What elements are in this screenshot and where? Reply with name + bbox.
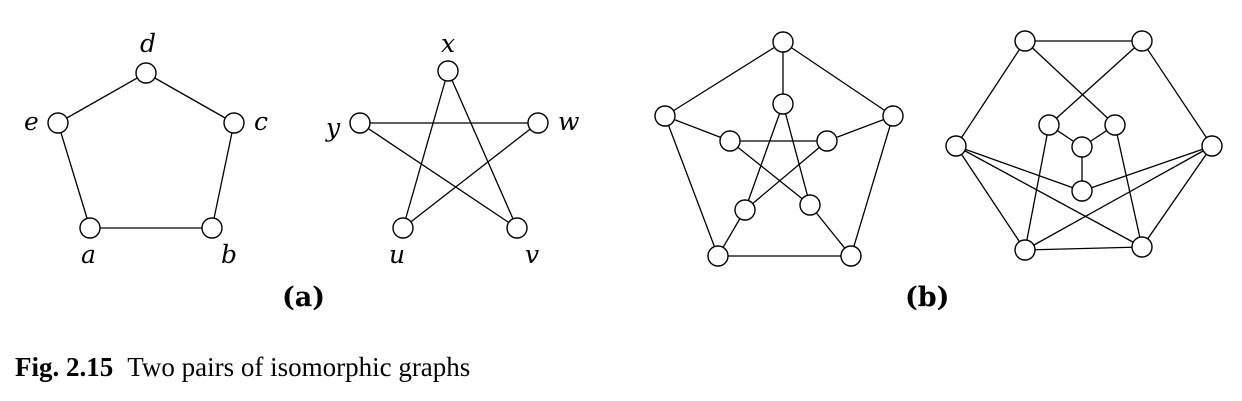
vertex	[719, 130, 741, 152]
vertex-label-v: v	[525, 240, 539, 269]
vertex-label-y: y	[325, 113, 341, 142]
edge-e-a	[57, 122, 91, 229]
vertex	[1131, 236, 1153, 258]
vertex	[734, 199, 756, 221]
edge	[850, 115, 894, 257]
edge-x-u	[402, 70, 449, 229]
vertex-a	[79, 217, 101, 239]
vertex-label-b: b	[221, 240, 237, 269]
vertex	[816, 130, 838, 152]
subfigure-label-a: (a)	[282, 282, 325, 313]
pentagram-graph: u v w x y	[325, 29, 579, 269]
caption-text: Two pairs of isomorphic graphs	[127, 352, 471, 382]
edge	[955, 145, 1026, 251]
edge	[1048, 40, 1143, 126]
edge	[1024, 40, 1116, 126]
edge	[1114, 124, 1143, 248]
edge	[1024, 145, 1213, 251]
vertex-d	[135, 62, 157, 84]
edge-x-v	[447, 70, 518, 229]
edge	[1141, 40, 1213, 147]
vertex-label-d: d	[140, 29, 156, 58]
vertex-label-e: e	[24, 107, 39, 136]
vertex-x	[437, 60, 459, 82]
vertex	[772, 93, 794, 115]
vertex-label-w: w	[558, 107, 579, 136]
edge	[1024, 246, 1143, 251]
figure-caption: Fig. 2.15 Two pairs of isomorphic graphs	[15, 352, 470, 383]
vertex	[654, 105, 676, 127]
edge	[1081, 145, 1213, 192]
vertex	[799, 194, 821, 216]
vertex-label-u: u	[389, 240, 405, 269]
vertex-y	[349, 112, 371, 134]
edge-b-c	[211, 122, 235, 229]
vertex-label-x: x	[441, 29, 455, 58]
pentagon-graph: a b c d e	[24, 29, 268, 269]
edge	[744, 103, 784, 211]
vertex	[1014, 239, 1036, 261]
vertex	[1201, 135, 1223, 157]
edge	[744, 140, 828, 211]
edge-c-d	[145, 72, 235, 124]
edge	[664, 115, 731, 142]
edge	[1141, 145, 1213, 248]
edge-u-w	[402, 122, 539, 229]
vertex-w	[527, 112, 549, 134]
edge	[664, 41, 784, 117]
vertex	[1071, 136, 1093, 158]
petersen-standard-graph	[654, 31, 904, 267]
vertex	[840, 245, 862, 267]
vertex	[945, 135, 967, 157]
edge	[782, 103, 811, 206]
vertex	[1014, 30, 1036, 52]
vertex	[1071, 180, 1093, 202]
edge	[955, 40, 1026, 147]
vertex	[772, 31, 794, 53]
edge	[729, 140, 811, 206]
vertex	[707, 245, 729, 267]
edge-d-e	[57, 72, 147, 124]
vertex	[1038, 114, 1060, 136]
vertex-v	[506, 217, 528, 239]
edge	[782, 41, 894, 117]
vertex-c	[223, 112, 245, 134]
edge	[664, 115, 719, 257]
vertex	[1104, 114, 1126, 136]
vertex-u	[392, 217, 414, 239]
edge	[955, 145, 1143, 248]
vertex	[1131, 30, 1153, 52]
vertex-label-a: a	[81, 240, 96, 269]
subfigure-label-b: (b)	[905, 282, 949, 313]
vertex-e	[47, 112, 69, 134]
petersen-alternate-graph	[945, 30, 1223, 261]
vertex-b	[201, 217, 223, 239]
edge	[826, 115, 894, 142]
vertex	[882, 105, 904, 127]
edge	[809, 204, 852, 257]
vertex-label-c: c	[254, 107, 268, 136]
edge	[1024, 124, 1050, 251]
edge	[955, 145, 1083, 192]
figure-number: Fig. 2.15	[15, 352, 114, 382]
edge-y-v	[359, 122, 518, 229]
